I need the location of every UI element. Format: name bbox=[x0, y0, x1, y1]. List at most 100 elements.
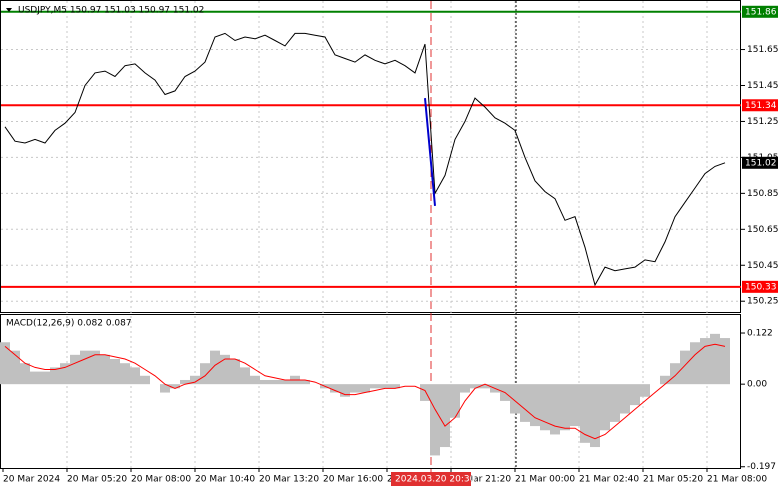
y-tick-label: 151.65 bbox=[747, 45, 779, 55]
level-label-bg bbox=[742, 156, 778, 169]
level-label-bg bbox=[742, 5, 778, 18]
macd-bar bbox=[160, 384, 170, 393]
macd-bar bbox=[180, 379, 190, 385]
y-tick-label: 0.00 bbox=[747, 380, 767, 390]
y-tick-label: 150.85 bbox=[747, 189, 779, 199]
macd-bar bbox=[680, 350, 690, 385]
macd-bar bbox=[600, 384, 610, 431]
macd-bar bbox=[250, 375, 260, 385]
macd-bar bbox=[0, 342, 10, 385]
time-marker-bg bbox=[391, 472, 471, 486]
price-panel bbox=[0, 0, 741, 313]
macd-bar bbox=[610, 384, 620, 422]
macd-bar bbox=[60, 363, 70, 385]
macd-bar bbox=[140, 375, 150, 385]
price-line bbox=[424, 98, 436, 206]
macd-bar bbox=[170, 384, 180, 389]
macd-bar bbox=[510, 384, 520, 414]
macd-bar bbox=[560, 384, 570, 431]
macd-bar bbox=[630, 384, 640, 406]
macd-bar bbox=[280, 379, 290, 385]
macd-bar bbox=[70, 354, 80, 385]
macd-bar bbox=[190, 375, 200, 385]
time-marker-label: 2024.03.20 20:30 bbox=[395, 475, 476, 485]
x-tick-label: 21 Mar 00:00 bbox=[515, 475, 575, 485]
macd-bar bbox=[90, 350, 100, 385]
x-tick-label: 20 Mar 08:00 bbox=[131, 475, 191, 485]
y-tick-label: 151.45 bbox=[747, 81, 779, 91]
x-tick-label: 20 Mar 2024 bbox=[3, 475, 60, 485]
price-line bbox=[4, 32, 726, 287]
y-tick-label: -0.197 bbox=[747, 462, 776, 472]
y-tick-label: 0.122 bbox=[747, 329, 773, 339]
macd-bar bbox=[380, 384, 390, 389]
macd-bar bbox=[10, 350, 20, 385]
macd-bar bbox=[210, 350, 220, 385]
macd-bar bbox=[430, 384, 440, 456]
macd-bar bbox=[130, 367, 140, 385]
level-label-bg bbox=[742, 280, 778, 293]
title-arrow bbox=[6, 8, 12, 12]
macd-bar bbox=[450, 384, 460, 418]
macd-bar bbox=[40, 371, 50, 385]
macd-bar bbox=[670, 363, 680, 385]
signal-line bbox=[4, 343, 726, 440]
macd-bar bbox=[540, 384, 550, 431]
macd-title: MACD(12,26,9) 0.082 0.087 bbox=[6, 319, 132, 329]
macd-bar bbox=[710, 333, 720, 385]
chart-title: USDJPY,M5 150.97 151.03 150.97 151.02 bbox=[18, 6, 204, 16]
macd-bar bbox=[460, 384, 470, 393]
macd-bar bbox=[50, 367, 60, 385]
macd-bar bbox=[100, 354, 110, 385]
level-label: 150.33 bbox=[745, 282, 777, 292]
x-tick-label: 21 Mar 08:00 bbox=[707, 475, 767, 485]
macd-bar bbox=[480, 384, 490, 389]
level-label: 151.02 bbox=[745, 158, 777, 168]
macd-bar bbox=[80, 350, 90, 385]
macd-panel bbox=[0, 314, 741, 469]
macd-bar bbox=[240, 367, 250, 385]
macd-bar bbox=[580, 384, 590, 443]
macd-bar bbox=[220, 354, 230, 385]
macd-bar bbox=[720, 338, 730, 385]
macd-bar bbox=[470, 384, 480, 389]
macd-bar bbox=[350, 384, 360, 393]
macd-bar bbox=[550, 384, 560, 435]
macd-bar bbox=[440, 384, 450, 448]
x-tick-label: 20 Mar 10:40 bbox=[195, 475, 255, 485]
macd-bar bbox=[660, 375, 670, 385]
macd-bar bbox=[590, 384, 600, 448]
y-tick-label: 150.25 bbox=[747, 297, 779, 307]
macd-bar bbox=[260, 379, 270, 385]
macd-bar bbox=[340, 384, 350, 397]
level-label-bg bbox=[742, 99, 778, 112]
level-label: 151.34 bbox=[745, 101, 777, 111]
x-tick-label: 20 Mar 05:20 bbox=[67, 475, 127, 485]
macd-bar bbox=[110, 359, 120, 385]
y-tick-label: 150.45 bbox=[747, 261, 779, 271]
macd-bar bbox=[360, 384, 370, 393]
macd-bar bbox=[530, 384, 540, 427]
macd-bar bbox=[200, 363, 210, 385]
x-tick-label: 20 Mar 13:20 bbox=[259, 475, 319, 485]
x-tick-label: 20 Mar 21:20 bbox=[451, 475, 511, 485]
macd-bar bbox=[570, 384, 580, 427]
macd-bar bbox=[640, 384, 650, 397]
macd-bar bbox=[690, 342, 700, 385]
macd-bar bbox=[520, 384, 530, 422]
y-tick-label: 151.25 bbox=[747, 117, 779, 127]
level-label: 151.86 bbox=[745, 7, 777, 17]
macd-bar bbox=[420, 384, 430, 401]
macd-bar bbox=[120, 363, 130, 385]
macd-bar bbox=[300, 379, 310, 385]
macd-bar bbox=[30, 371, 40, 385]
macd-bar bbox=[620, 384, 630, 414]
macd-bar bbox=[330, 384, 340, 393]
x-tick-label: 21 Mar 02:40 bbox=[579, 475, 639, 485]
macd-bar bbox=[230, 359, 240, 385]
macd-bar bbox=[370, 384, 380, 389]
macd-bar bbox=[270, 379, 280, 385]
macd-bar bbox=[390, 384, 400, 389]
y-tick-label: 150.65 bbox=[747, 225, 779, 235]
